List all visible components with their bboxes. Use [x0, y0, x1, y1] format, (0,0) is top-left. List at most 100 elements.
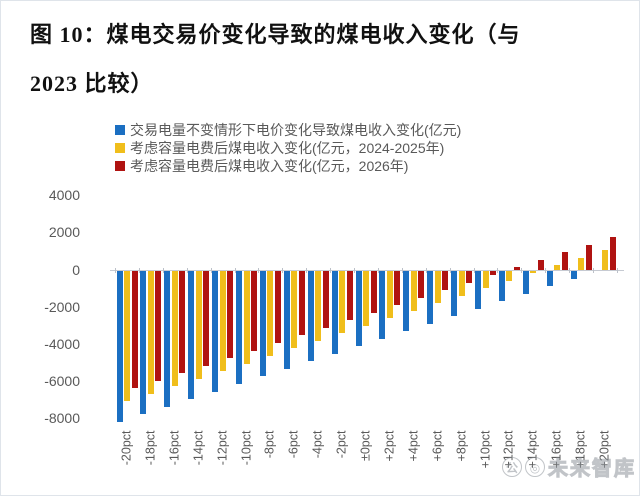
legend-label: 交易电量不变情形下电价变化导致煤电收入变化(亿元) — [130, 122, 462, 138]
bar — [355, 271, 362, 347]
x-axis-tick-label: +2pct — [382, 430, 397, 462]
x-axis-tick-label: +10pct — [478, 430, 492, 469]
bar — [227, 271, 234, 359]
bar — [116, 271, 123, 422]
x-axis-tick-label: +8pct — [454, 430, 469, 462]
bar — [291, 271, 298, 349]
bar — [570, 271, 577, 279]
bar — [585, 244, 592, 271]
bar — [164, 271, 171, 407]
x-axis-tick — [354, 268, 356, 273]
bar — [410, 271, 417, 311]
bar — [451, 271, 458, 317]
figure-title-line1: 图 10：煤电交易价变化导致的煤电收入变化（与 — [30, 22, 521, 47]
bar — [283, 271, 290, 369]
legend-item: 交易电量不变情形下电价变化导致煤电收入变化(亿元) — [115, 121, 461, 139]
bar — [394, 271, 401, 306]
bar — [243, 271, 250, 364]
bar — [370, 271, 377, 313]
bar — [274, 271, 281, 343]
figure-title: 图 10：煤电交易价变化导致的煤电收入变化（与 2023 比较） — [30, 10, 605, 108]
bar — [513, 267, 520, 271]
bar — [307, 271, 314, 362]
bar — [554, 265, 561, 271]
x-axis-tick-label: +4pct — [406, 430, 421, 462]
legend-item: 考虑容量电费后煤电收入变化(亿元，2026年) — [115, 157, 461, 175]
x-axis-tick-label: ±0pct — [358, 430, 373, 462]
x-axis-tick — [162, 268, 164, 273]
zero-axis-line — [110, 270, 624, 271]
x-axis-tick — [210, 268, 212, 273]
x-axis-tick-label: -10pct — [239, 430, 253, 466]
bar — [298, 271, 305, 336]
x-axis-tick — [473, 268, 475, 273]
bar — [363, 271, 369, 326]
bar — [609, 237, 616, 271]
bar — [490, 271, 496, 276]
bar — [506, 271, 513, 281]
bar — [251, 271, 257, 351]
bar — [546, 271, 553, 287]
bar — [339, 271, 346, 334]
legend-label: 考虑容量电费后煤电收入变化(亿元，2024-2025年) — [130, 140, 445, 156]
bar — [315, 271, 322, 341]
bar — [537, 259, 544, 271]
bar — [522, 271, 529, 294]
bar — [171, 271, 178, 387]
x-axis-tick — [306, 268, 308, 273]
bar — [530, 271, 537, 274]
x-axis-tick — [401, 268, 403, 273]
bar — [179, 271, 186, 374]
x-axis-tick — [115, 268, 117, 273]
x-axis-tick-label: -2pct — [334, 430, 349, 459]
bar — [403, 271, 410, 332]
bar — [131, 271, 138, 389]
x-axis-tick — [425, 268, 427, 273]
bar — [331, 271, 338, 354]
legend-swatch-icon — [115, 161, 125, 171]
bar — [346, 271, 353, 321]
watermark-logo-icon: 公 — [502, 456, 522, 477]
legend-label: 考虑容量电费后煤电收入变化(亿元，2026年) — [130, 158, 409, 174]
legend-swatch-icon — [115, 125, 125, 135]
x-axis-tick-label: -20pct — [119, 430, 134, 466]
bar — [124, 271, 130, 402]
bar — [195, 271, 202, 379]
bar — [147, 271, 154, 394]
x-axis-tick — [616, 268, 618, 273]
bar — [418, 271, 425, 298]
y-axis-tick-label: 0 — [72, 261, 80, 278]
x-axis-tick — [258, 268, 260, 273]
bar — [203, 271, 210, 366]
bar — [442, 271, 449, 291]
x-axis-tick-label: +6pct — [430, 430, 445, 462]
x-axis-tick-label: -12pct — [215, 430, 230, 466]
y-axis-tick-label: -2000 — [44, 298, 80, 315]
x-axis-tick — [186, 268, 188, 273]
x-axis-tick — [377, 268, 379, 273]
x-axis-tick — [569, 268, 571, 273]
bar — [219, 271, 226, 372]
y-axis-tick-label: -8000 — [44, 410, 80, 427]
bar — [602, 250, 608, 271]
bar — [267, 271, 274, 356]
bar — [561, 252, 568, 271]
bar — [434, 271, 441, 304]
x-axis-tick-label: -4pct — [310, 430, 325, 459]
x-axis-tick — [234, 268, 236, 273]
x-axis-tick-label: -16pct — [167, 430, 182, 466]
x-axis-tick — [449, 268, 451, 273]
bar — [322, 271, 329, 328]
bar — [259, 271, 266, 377]
x-axis-tick — [497, 268, 499, 273]
x-axis-tick — [545, 268, 547, 273]
bar — [578, 257, 585, 271]
y-axis-tick-label: -6000 — [44, 373, 80, 390]
bar — [458, 271, 465, 296]
bar — [155, 271, 162, 381]
bar — [482, 271, 489, 289]
chart-legend: 交易电量不变情形下电价变化导致煤电收入变化(亿元) 考虑容量电费后煤电收入变化(亿… — [115, 121, 461, 175]
x-axis-tick-label: -8pct — [262, 430, 277, 459]
x-axis-tick-label: -6pct — [286, 430, 301, 459]
bar — [140, 271, 147, 415]
